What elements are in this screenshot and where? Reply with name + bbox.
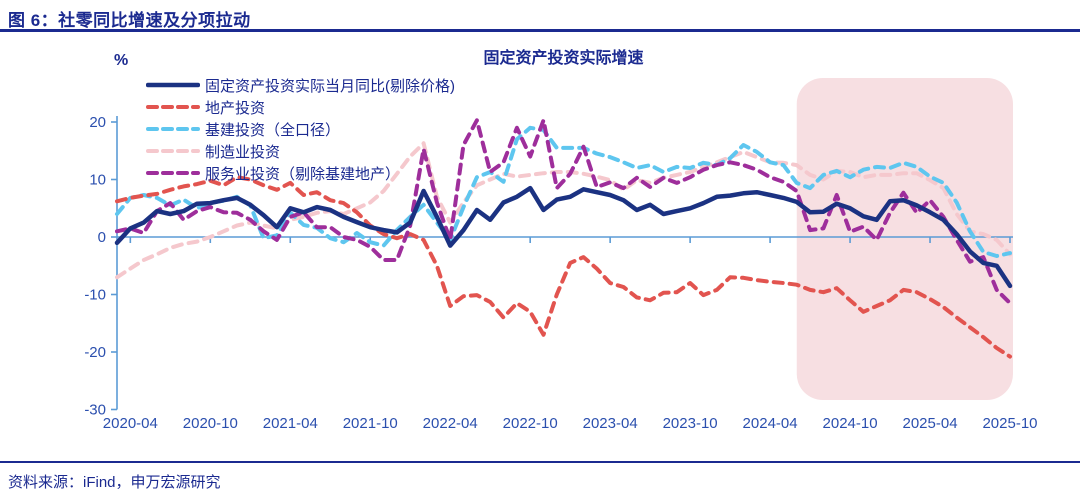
legend-item: 制造业投资 <box>146 140 455 162</box>
legend-label: 基建投资（全口径） <box>205 121 341 139</box>
x-axis-tick-label: 2021-04 <box>263 415 318 432</box>
highlight-region <box>796 78 1013 400</box>
x-axis-tick-label: 2024-04 <box>743 415 798 432</box>
y-axis-tick-label: -20 <box>84 344 106 361</box>
x-axis-tick-label: 2023-10 <box>663 415 718 432</box>
series-line-4 <box>115 118 1012 306</box>
y-axis-tick-label: 10 <box>89 172 106 189</box>
legend-item: 服务业投资（剔除基建地产） <box>146 162 455 184</box>
legend-swatch <box>146 171 200 175</box>
series-line-2 <box>115 125 1012 258</box>
series-line-1 <box>115 175 1012 359</box>
x-axis-tick-label: 2025-10 <box>982 415 1037 432</box>
x-axis-tick-label: 2025-04 <box>902 415 957 432</box>
x-axis-tick-label: 2020-04 <box>103 415 158 432</box>
legend-swatch <box>146 82 200 88</box>
x-axis-tick-label: 2024-10 <box>823 415 878 432</box>
legend-label: 地产投资 <box>205 99 266 117</box>
y-axis-tick-label: 0 <box>98 229 106 246</box>
chart-title: 固定资产投资实际增速 <box>483 50 644 67</box>
series-line-3 <box>115 141 1012 280</box>
legend-item: 固定资产投资实际当月同比(剔除价格) <box>146 74 455 96</box>
x-axis-tick-label: 2020-10 <box>183 415 238 432</box>
figure-title: 图 6：社零同比增速及分项拉动 <box>8 11 251 30</box>
y-axis-tick-label: -30 <box>84 402 106 419</box>
legend-swatch <box>146 149 200 153</box>
legend-item: 基建投资（全口径） <box>146 118 455 140</box>
chart-legend: 固定资产投资实际当月同比(剔除价格) 地产投资基建投资（全口径） 制造业投资服务业投… <box>146 74 455 184</box>
legend-swatch <box>146 127 200 131</box>
y-axis-tick-label: -10 <box>84 287 106 304</box>
header-divider <box>0 29 1080 32</box>
legend-swatch <box>146 105 200 109</box>
x-axis-tick-label: 2021-10 <box>343 415 398 432</box>
x-axis-tick-label: 2022-04 <box>423 415 478 432</box>
x-axis-tick-label: 2022-10 <box>503 415 558 432</box>
legend-label: 固定资产投资实际当月同比(剔除价格) <box>205 77 455 95</box>
y-axis-unit-label: % <box>114 52 129 69</box>
legend-item: 地产投资 <box>146 96 455 118</box>
legend-label: 服务业投资（剔除基建地产） <box>205 165 401 183</box>
source-note: 资料来源：iFind，申万宏源研究 <box>8 474 221 491</box>
series-line-0 <box>114 185 1013 289</box>
y-axis-tick-label: 20 <box>89 114 106 131</box>
footer-divider <box>0 461 1080 463</box>
legend-label: 制造业投资 <box>205 143 281 161</box>
x-axis-tick-label: 2023-04 <box>583 415 638 432</box>
